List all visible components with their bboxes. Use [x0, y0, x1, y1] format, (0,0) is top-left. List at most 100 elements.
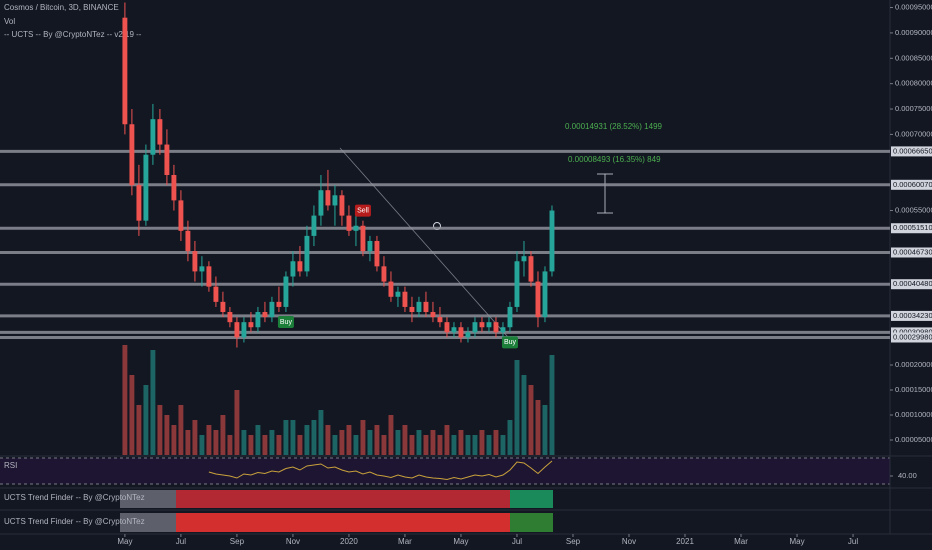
candle-body [500, 327, 506, 333]
volume-bar [346, 425, 352, 455]
candle-body [458, 327, 464, 338]
x-tick-label: Nov [622, 537, 636, 546]
symbol-title: Cosmos / Bitcoin, 3D, BINANCE [4, 3, 119, 12]
candle-body [276, 301, 282, 307]
candle-body [143, 154, 149, 221]
level-label-box [891, 146, 932, 157]
candle-body [290, 261, 296, 277]
volume-bar [136, 405, 142, 455]
candle-body [157, 119, 163, 145]
volume-bar [479, 430, 485, 455]
rsi-tick-label: 40.00 [898, 471, 917, 480]
volume-bar [290, 420, 296, 455]
signal-box [501, 336, 518, 349]
candle-body [395, 291, 401, 297]
volume-bar [444, 425, 450, 455]
volume-bar [339, 430, 345, 455]
x-tick-label: 2021 [676, 537, 694, 546]
level-label: 0.00029980 [893, 332, 932, 341]
volume-tick-label: 0.00020000 [895, 360, 932, 369]
candle-body [528, 256, 534, 282]
x-tick-label: Nov [286, 537, 300, 546]
volume-bar [388, 415, 394, 455]
candle-body [332, 195, 338, 206]
volume-bar [521, 375, 527, 455]
x-tick-label: Sep [566, 537, 581, 546]
level-label: 0.00040480 [893, 279, 932, 288]
volume-bar [360, 420, 366, 455]
candle-body [409, 306, 415, 313]
signal-box [354, 204, 371, 217]
signal-label: Buy [504, 339, 517, 346]
x-tick-label: Jul [848, 537, 858, 546]
volume-bar [535, 400, 541, 455]
candle-body [136, 185, 142, 221]
y-tick-label: 0.00090000 [895, 28, 932, 37]
candle-body [493, 322, 499, 333]
level-label: 0.00060070 [893, 180, 932, 189]
signal-label: Sell [357, 208, 369, 215]
volume-bar [402, 425, 408, 455]
volume-bar [227, 435, 233, 455]
candle-body [122, 17, 128, 125]
volume-bar [500, 435, 506, 455]
level-label-box [891, 179, 932, 190]
volume-bar [150, 350, 156, 455]
volume-tick-label: 0.00015000 [895, 385, 932, 394]
volume-bar [409, 435, 415, 455]
x-tick-label: Jul [176, 537, 186, 546]
trend-strip [120, 490, 553, 532]
level-label-box [891, 279, 932, 290]
candle-body [192, 251, 198, 272]
level-label: 0.00030980 [893, 327, 932, 336]
candle-body [465, 332, 471, 338]
candle-body [479, 322, 485, 328]
trend-finder-title: UCTS Trend Finder -- By @CryptoNTez [4, 517, 145, 526]
volume-bar [458, 430, 464, 455]
candle-body [248, 322, 254, 328]
signal-label: Buy [280, 319, 293, 326]
candle-body [381, 266, 387, 282]
measure-label: 0.00014931 (28.52%) 1499 [565, 122, 663, 131]
candle-body [178, 200, 184, 231]
volume-bar [220, 415, 226, 455]
volume-bar [367, 430, 373, 455]
candle-body [472, 322, 478, 333]
candle-body [213, 286, 219, 302]
x-tick-label: Mar [734, 537, 748, 546]
volume-bar [192, 420, 198, 455]
candle-body [339, 195, 345, 216]
candle-body [227, 312, 233, 323]
candle-body [311, 215, 317, 236]
level-label: 0.00034230 [893, 311, 932, 320]
candle-body [514, 261, 520, 307]
level-label-box [891, 332, 932, 343]
x-tick-label: Jul [512, 537, 522, 546]
candle-body [283, 276, 289, 307]
candle-body [255, 312, 261, 328]
candle-body [325, 190, 331, 206]
candle-body [164, 144, 170, 175]
volume-bar [465, 435, 471, 455]
volume-legend: Vol [4, 17, 15, 26]
volume-bar [171, 425, 177, 455]
candle-body [171, 175, 177, 201]
candle-body [549, 210, 555, 272]
volume-bar [507, 420, 513, 455]
volume-bar [430, 430, 436, 455]
candle-body [220, 301, 226, 313]
candle-body [353, 225, 359, 231]
y-tick-label: 0.00075000 [895, 104, 932, 113]
volume-bar [129, 375, 135, 455]
volume-bar [514, 360, 520, 455]
candle-body [318, 190, 324, 216]
volume-bar [437, 435, 443, 455]
candle-body [423, 301, 429, 313]
level-label-box [891, 310, 932, 321]
x-tick-label: May [453, 537, 468, 546]
volume-bar [486, 435, 492, 455]
candle-body [437, 317, 443, 323]
volume-bar [395, 430, 401, 455]
rsi-band [0, 458, 890, 484]
